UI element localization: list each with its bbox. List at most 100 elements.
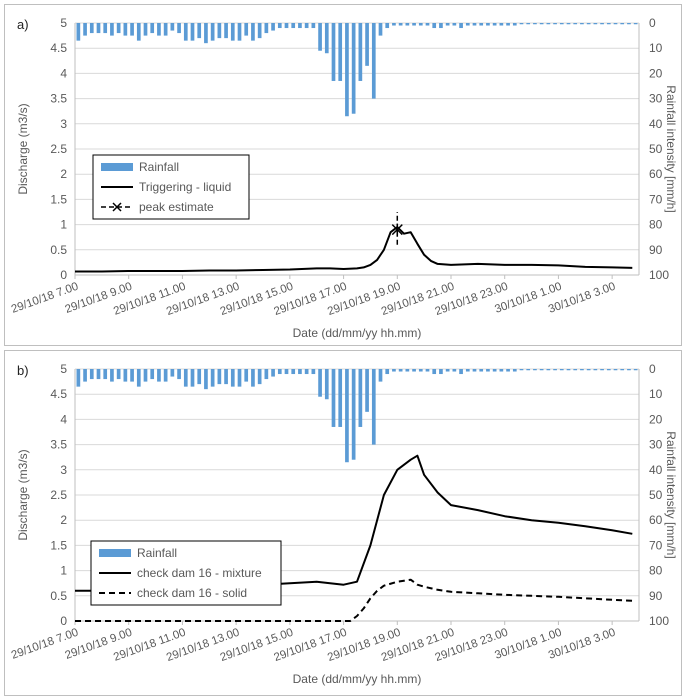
rain-bar [620,23,625,25]
rain-bar [150,369,155,380]
rain-bar [519,23,524,25]
rain-bar [606,369,611,371]
rain-bar [526,369,531,371]
rain-bar [251,23,255,41]
rain-bar [291,23,296,29]
rain-bar [418,369,423,372]
rain-bar [251,369,255,387]
y-right-tick-label: 60 [649,167,663,181]
y-left-tick-label: 2.5 [50,142,67,156]
rain-bar [291,369,296,375]
rain-bar [237,23,242,41]
legend-rain-swatch [99,549,131,557]
y-left-tick-label: 0.5 [50,243,67,257]
rain-bar [479,23,484,26]
rain-bar [559,369,564,371]
rain-bar [331,23,336,81]
rain-bar [459,23,463,29]
y-right-tick-label: 90 [649,589,663,603]
rain-bar [358,369,363,427]
rain-bar [398,23,403,26]
rain-bar [586,369,591,371]
rain-bar [96,369,101,380]
rain-bar [210,369,215,387]
rain-bar [439,23,443,29]
rain-bar [351,369,356,460]
rain-bar [533,369,537,371]
rain-bar [257,369,262,385]
rain-bar [506,23,510,26]
rain-bar [439,369,443,375]
rain-bar [224,369,228,385]
rain-bar [378,369,383,382]
rain-bar [116,369,121,380]
rain-bar [264,369,269,380]
rain-bar [143,369,148,382]
rain-bar [358,23,363,81]
rain-bar [110,23,114,36]
rain-bar [217,369,222,385]
y-left-tick-label: 3.5 [50,92,67,106]
rain-bar [157,23,161,36]
rain-bar [492,23,497,26]
rain-bar [331,369,336,427]
rain-bar [103,369,108,380]
rain-bar [600,369,604,371]
rain-bar [76,369,81,387]
y-right-tick-label: 30 [649,92,663,106]
y-left-tick-label: 1.5 [50,538,67,552]
rain-bar [204,369,208,390]
rain-bar [506,369,510,372]
rain-bar [539,23,544,25]
rain-bar [163,23,168,36]
y-left-tick-label: 2.5 [50,488,67,502]
rain-bar [143,23,148,36]
rain-bar [116,23,121,34]
rain-bar [445,23,450,26]
rain-bar [123,369,128,382]
rain-bar [546,369,551,371]
y-left-tick-label: 2 [60,513,67,527]
y-right-tick-label: 10 [649,41,663,55]
rain-bar [627,369,631,371]
legend-series-label: check dam 16 - solid [137,586,247,600]
rain-bar [123,23,128,36]
rain-bar [486,23,490,26]
chart-panel-a: 0 0.5 1 1.5 2 2.5 3 3.5 4 4.5 5 0 10 20 30 40 50 60 70 80 90… [4,4,682,346]
rain-bar [284,23,289,29]
y-right-tick-label: 30 [649,438,663,452]
rain-bar [465,23,470,26]
rain-bar [204,23,208,44]
rain-bar [452,369,457,372]
rain-bar [177,369,181,380]
y-right-tick-label: 50 [649,488,663,502]
rain-bar [499,23,504,26]
y-right-tick-label: 100 [649,614,669,628]
y-right-tick-label: 0 [649,362,656,376]
rain-bar [150,23,155,34]
legend-series-label: Triggering - liquid [139,180,231,194]
rain-bar [177,23,181,34]
rain-bar [553,23,557,25]
legend-series-label: check dam 16 - mixture [137,566,262,580]
rain-bar [224,23,228,39]
rain-bar [425,369,430,372]
rain-bar [76,23,81,41]
rain-bar [89,23,94,34]
rain-bar [606,23,611,25]
rain-bar [566,369,571,371]
y-right-tick-label: 20 [649,412,663,426]
rain-bar [613,23,618,25]
rain-bar [559,23,564,25]
series-line [75,578,633,622]
rain-bar [539,369,544,371]
rain-bar [613,369,618,371]
y-left-tick-label: 3 [60,463,67,477]
legend-rain-label: Rainfall [139,160,179,174]
rain-bar [338,23,343,81]
peak-estimate-marker [391,223,403,236]
panel-label-b: b) [17,363,29,378]
rain-bar [432,369,437,375]
y-left-tick-label: 2 [60,167,67,181]
rain-bar [271,23,275,31]
